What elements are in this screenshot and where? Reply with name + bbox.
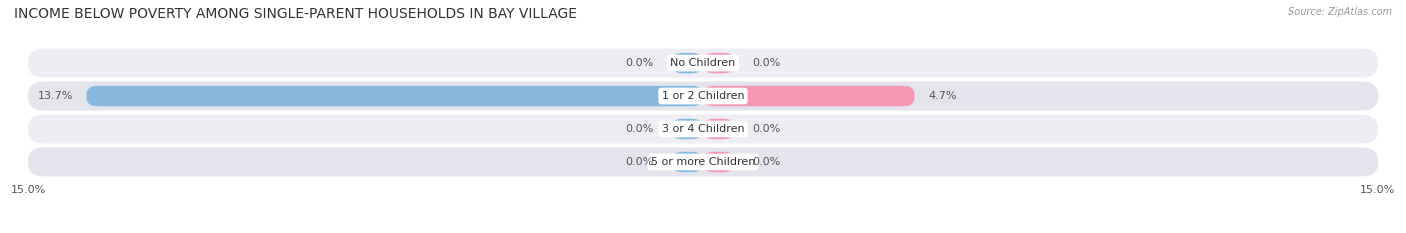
FancyBboxPatch shape [703, 53, 734, 73]
Text: 0.0%: 0.0% [752, 124, 780, 134]
FancyBboxPatch shape [672, 53, 703, 73]
FancyBboxPatch shape [28, 114, 1378, 144]
FancyBboxPatch shape [28, 48, 1378, 78]
Text: 0.0%: 0.0% [752, 157, 780, 167]
Text: Source: ZipAtlas.com: Source: ZipAtlas.com [1288, 7, 1392, 17]
Text: 4.7%: 4.7% [928, 91, 956, 101]
FancyBboxPatch shape [703, 119, 734, 139]
FancyBboxPatch shape [672, 152, 703, 172]
FancyBboxPatch shape [703, 152, 734, 172]
Text: 0.0%: 0.0% [626, 58, 654, 68]
FancyBboxPatch shape [672, 119, 703, 139]
Text: 1 or 2 Children: 1 or 2 Children [662, 91, 744, 101]
Text: 5 or more Children: 5 or more Children [651, 157, 755, 167]
FancyBboxPatch shape [28, 82, 1378, 110]
Text: No Children: No Children [671, 58, 735, 68]
Text: 13.7%: 13.7% [38, 91, 73, 101]
FancyBboxPatch shape [87, 86, 703, 106]
Text: 0.0%: 0.0% [752, 58, 780, 68]
Text: 0.0%: 0.0% [626, 124, 654, 134]
Text: INCOME BELOW POVERTY AMONG SINGLE-PARENT HOUSEHOLDS IN BAY VILLAGE: INCOME BELOW POVERTY AMONG SINGLE-PARENT… [14, 7, 576, 21]
FancyBboxPatch shape [28, 147, 1378, 176]
Text: 0.0%: 0.0% [626, 157, 654, 167]
FancyBboxPatch shape [703, 86, 914, 106]
Text: 3 or 4 Children: 3 or 4 Children [662, 124, 744, 134]
